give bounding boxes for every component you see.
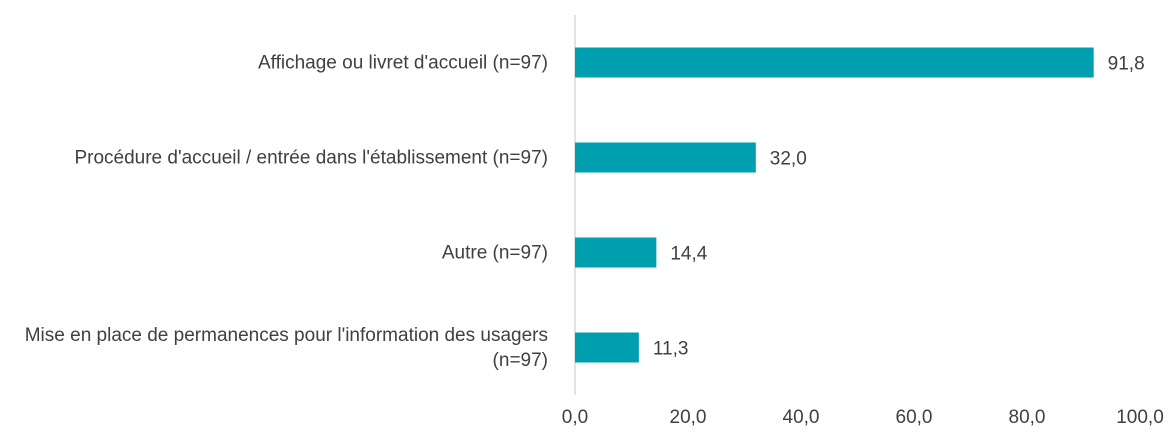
x-tick-label: 0,0	[562, 407, 588, 428]
value-label: 14,4	[670, 244, 707, 265]
x-tick-label: 60,0	[896, 407, 933, 428]
category-label: Procédure d'accueil / entrée dans l'étab…	[74, 147, 548, 168]
category-label: Autre (n=97)	[441, 242, 548, 263]
x-tick-label: 100,0	[1116, 407, 1164, 428]
bar	[575, 332, 639, 363]
bar	[575, 237, 657, 268]
bar	[575, 142, 756, 173]
category-label: Affichage ou livret d'accueil (n=97)	[257, 52, 548, 73]
x-tick-label: 40,0	[783, 407, 820, 428]
value-label: 91,8	[1108, 54, 1145, 75]
bar	[575, 47, 1094, 78]
value-label: 32,0	[770, 149, 807, 170]
x-tick-label: 80,0	[1009, 407, 1046, 428]
category-label: Mise en place de permanences pour l'info…	[24, 324, 548, 371]
x-tick-label: 20,0	[670, 407, 707, 428]
value-label: 11,3	[653, 339, 689, 360]
